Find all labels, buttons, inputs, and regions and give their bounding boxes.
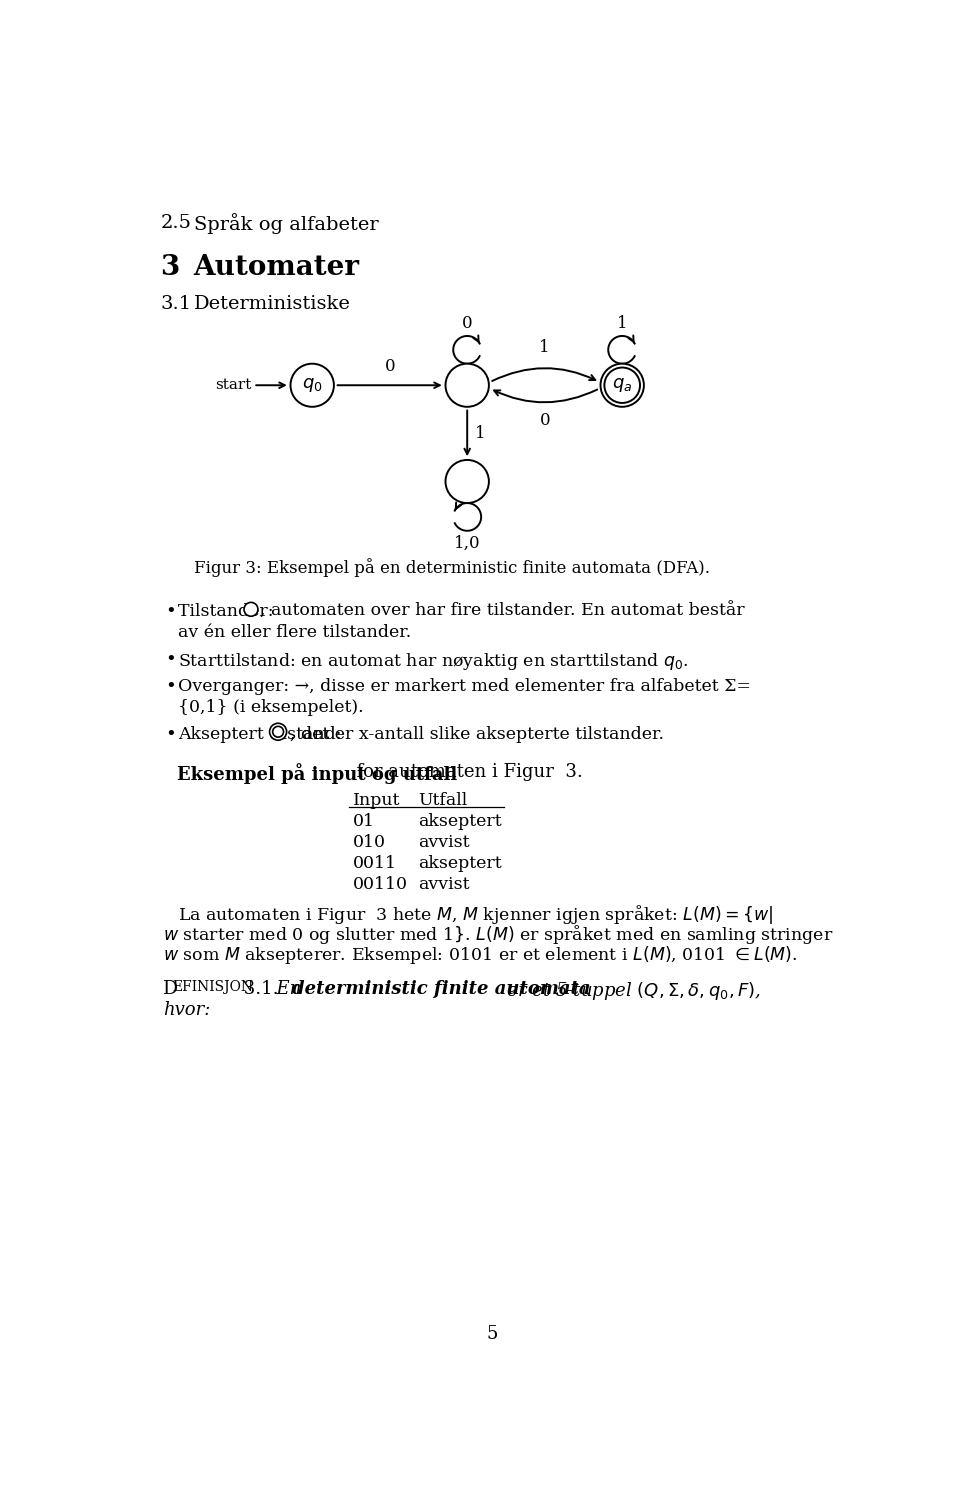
Text: 0011: 0011 — [352, 855, 396, 871]
Text: 01: 01 — [352, 814, 374, 831]
Text: Figur 3: Eksempel på en deterministic finite automata (DFA).: Figur 3: Eksempel på en deterministic fi… — [194, 559, 709, 577]
Text: 3.1: 3.1 — [160, 294, 191, 313]
Text: start: start — [215, 378, 252, 393]
Text: $w$ starter med 0 og slutter med 1$\}$. $L(M)$ er språket med en samling stringe: $w$ starter med 0 og slutter med 1$\}$. … — [162, 924, 833, 947]
Text: hvor:: hvor: — [162, 1001, 210, 1019]
Text: Input: Input — [352, 791, 400, 809]
Text: 1: 1 — [540, 338, 550, 356]
Text: for automaten i Figur  3.: for automaten i Figur 3. — [345, 764, 583, 781]
Text: •: • — [165, 678, 176, 696]
Text: En: En — [265, 980, 307, 998]
Text: , det er x-antall slike aksepterte tilstander.: , det er x-antall slike aksepterte tilst… — [290, 726, 663, 743]
Text: 1,0: 1,0 — [454, 535, 481, 551]
Circle shape — [445, 461, 489, 503]
Text: 0: 0 — [540, 412, 550, 429]
Circle shape — [445, 364, 489, 406]
Text: av én eller flere tilstander.: av én eller flere tilstander. — [179, 624, 412, 640]
Text: 1: 1 — [617, 316, 628, 332]
Text: Språk og alfabeter: Språk og alfabeter — [194, 213, 378, 234]
Text: D: D — [162, 980, 178, 998]
Text: EFINISJON: EFINISJON — [173, 980, 253, 995]
Text: •: • — [165, 602, 176, 621]
Text: Akseptert tilstand:: Akseptert tilstand: — [179, 726, 348, 743]
Text: La automaten i Figur  3 hete $M$, $M$ kjenner igjen språket: $L(M) = \{w|$: La automaten i Figur 3 hete $M$, $M$ kje… — [179, 903, 774, 926]
Text: 5: 5 — [487, 1324, 497, 1342]
Text: 0: 0 — [462, 316, 472, 332]
Text: Deterministiske: Deterministiske — [194, 294, 350, 313]
Text: Tilstander:: Tilstander: — [179, 602, 279, 621]
Text: avvist: avvist — [419, 876, 469, 892]
Text: 1: 1 — [475, 424, 486, 442]
Text: •: • — [165, 651, 176, 669]
Text: 010: 010 — [352, 834, 386, 852]
Text: $w$ som $M$ aksepterer. Eksempel: 0101 er et element i $L(M)$, 0101 $\in L(M)$.: $w$ som $M$ aksepterer. Eksempel: 0101 e… — [162, 944, 797, 966]
Text: , automaten over har fire tilstander. En automat består: , automaten over har fire tilstander. En… — [260, 602, 745, 621]
Text: Eksempel på input og utfall: Eksempel på input og utfall — [177, 764, 457, 784]
Circle shape — [270, 723, 287, 740]
Text: avvist: avvist — [419, 834, 469, 852]
Text: 2.5: 2.5 — [160, 213, 191, 231]
Text: {0,1} (i eksempelet).: {0,1} (i eksempelet). — [179, 699, 364, 716]
Text: Starttilstand: en automat har nøyaktig en starttilstand $q_0$.: Starttilstand: en automat har nøyaktig e… — [179, 651, 689, 672]
Text: $q_a$: $q_a$ — [612, 376, 633, 394]
Text: Utfall: Utfall — [419, 791, 468, 809]
Text: akseptert: akseptert — [419, 855, 502, 871]
Text: 0: 0 — [384, 358, 395, 376]
Text: Overganger: →, disse er markert med elementer fra alfabetet Σ=: Overganger: →, disse er markert med elem… — [179, 678, 751, 695]
Text: $q_0$: $q_0$ — [301, 376, 323, 394]
Text: •: • — [165, 726, 176, 743]
Circle shape — [244, 602, 258, 616]
Text: Automater: Automater — [194, 254, 360, 281]
Text: 3: 3 — [160, 254, 180, 281]
Text: deterministic finite automata: deterministic finite automata — [292, 980, 590, 998]
Text: 3.1.: 3.1. — [238, 980, 278, 998]
Text: er et 5-tuppel $(Q, \Sigma, \delta, q_0, F)$,: er et 5-tuppel $(Q, \Sigma, \delta, q_0,… — [501, 980, 761, 1003]
Circle shape — [601, 364, 644, 406]
Text: 00110: 00110 — [352, 876, 407, 892]
Text: akseptert: akseptert — [419, 814, 502, 831]
Circle shape — [291, 364, 334, 406]
